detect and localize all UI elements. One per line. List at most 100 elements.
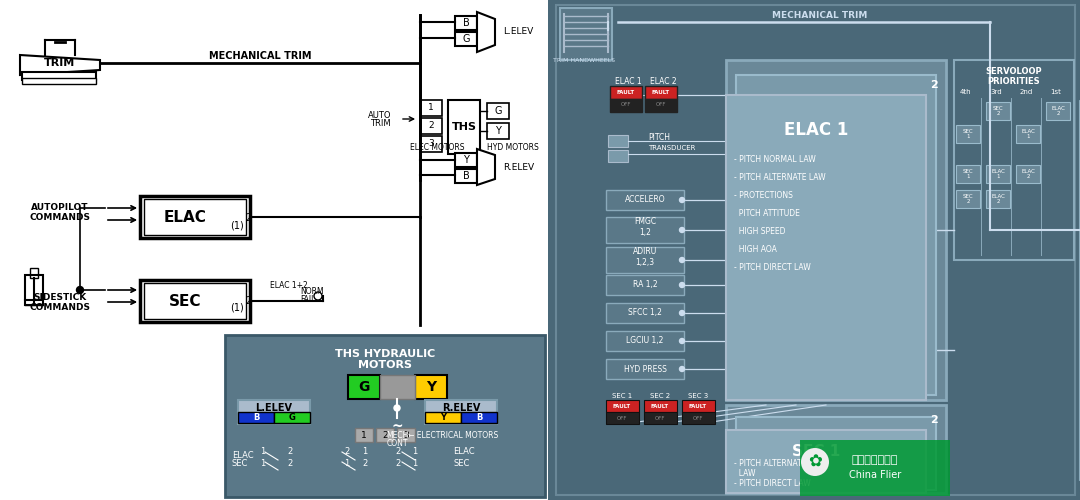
Bar [800,440,950,496]
Bar [986,165,1010,183]
Bar [144,199,246,235]
Text: SEC 3: SEC 3 [688,393,708,399]
Bar [606,247,684,273]
Text: 2: 2 [345,448,350,456]
Circle shape [679,310,685,316]
Bar [606,412,639,424]
Bar [726,60,946,400]
Bar [225,335,545,497]
Text: 2: 2 [245,296,252,306]
Polygon shape [21,55,100,75]
Text: ADIRU
1,2,3: ADIRU 1,2,3 [633,248,657,266]
Text: 1: 1 [363,448,367,456]
Bar [455,169,477,183]
Bar [606,400,639,412]
Text: ELAC
2: ELAC 2 [1021,168,1035,179]
Circle shape [679,228,685,232]
Bar [448,100,480,154]
Text: G: G [495,106,502,116]
Text: 2: 2 [245,213,252,223]
Text: 2: 2 [287,448,293,456]
Text: B: B [476,414,482,422]
Text: 2nd: 2nd [1020,89,1032,95]
Circle shape [679,338,685,344]
Text: COMMANDS: COMMANDS [29,302,91,312]
Bar [606,359,684,379]
Bar [726,430,926,493]
Bar [644,412,677,424]
Bar [461,412,497,423]
Text: TRIM HANDWHEELS: TRIM HANDWHEELS [553,58,615,62]
Text: SEC 1: SEC 1 [792,444,840,460]
Text: ✿: ✿ [808,453,822,471]
Text: B: B [462,171,470,181]
Text: OFF: OFF [621,102,631,108]
Text: SEC
1: SEC 1 [962,128,973,140]
Bar [25,275,43,305]
Bar [556,5,1075,495]
Bar [238,412,274,423]
Text: (1): (1) [230,220,244,230]
Bar [355,428,373,442]
Circle shape [314,292,322,300]
Bar [455,153,477,167]
Text: SIDESTICK: SIDESTICK [33,292,86,302]
Text: SEC: SEC [232,458,248,468]
Text: THS HYDRAULIC: THS HYDRAULIC [335,349,435,359]
Text: PITCH: PITCH [648,134,670,142]
Text: L.ELEV: L.ELEV [503,28,534,36]
Bar [548,0,1080,500]
Text: SEC 2: SEC 2 [650,393,670,399]
Text: 1: 1 [413,458,418,468]
Bar [606,217,684,243]
Text: 3: 3 [403,430,409,440]
Text: PRIORITIES: PRIORITIES [988,76,1040,86]
Text: MECH: MECH [386,432,408,440]
Text: THS: THS [451,122,476,132]
Text: Y: Y [463,155,469,165]
Bar [956,125,980,143]
Bar [420,100,442,116]
Text: TRIM: TRIM [369,120,390,128]
Text: 2: 2 [428,122,434,130]
Text: Y: Y [440,414,446,422]
Text: FMGC
1,2: FMGC 1,2 [634,218,656,236]
Text: ELAC 1: ELAC 1 [784,121,848,139]
Polygon shape [477,12,495,52]
Polygon shape [477,149,495,185]
Circle shape [801,448,829,476]
Circle shape [394,405,400,411]
Text: 1: 1 [361,430,367,440]
Bar [606,331,684,351]
Bar [735,75,936,395]
Bar [376,428,394,442]
Text: NORM: NORM [300,288,324,296]
Text: CONT: CONT [387,440,408,448]
Bar [348,375,380,399]
Text: ~: ~ [391,420,403,434]
Text: SEC: SEC [453,458,470,468]
Bar [986,102,1010,120]
Bar [735,417,936,490]
Text: ACCELERO: ACCELERO [624,196,665,204]
Text: R.ELEV: R.ELEV [442,403,481,413]
Text: China Flier: China Flier [849,470,901,480]
Text: HIGH SPEED: HIGH SPEED [734,228,785,236]
Text: 2: 2 [382,430,388,440]
Text: OFF: OFF [656,102,666,108]
Text: 1: 1 [428,104,434,112]
Bar [420,136,442,152]
Text: MECHANICAL TRIM: MECHANICAL TRIM [772,12,867,20]
Text: ELAC: ELAC [232,450,254,460]
Bar [1047,102,1070,120]
Text: SEC: SEC [168,294,201,310]
Bar [22,78,96,84]
Bar [30,268,38,278]
Bar [380,375,415,399]
Text: SERVOLOOP: SERVOLOOP [986,68,1042,76]
Bar [397,428,415,442]
Text: OFF: OFF [654,416,665,420]
Text: - PITCH ALTERNATE: - PITCH ALTERNATE [734,458,807,468]
Text: 1: 1 [260,448,266,456]
Bar [606,275,684,295]
